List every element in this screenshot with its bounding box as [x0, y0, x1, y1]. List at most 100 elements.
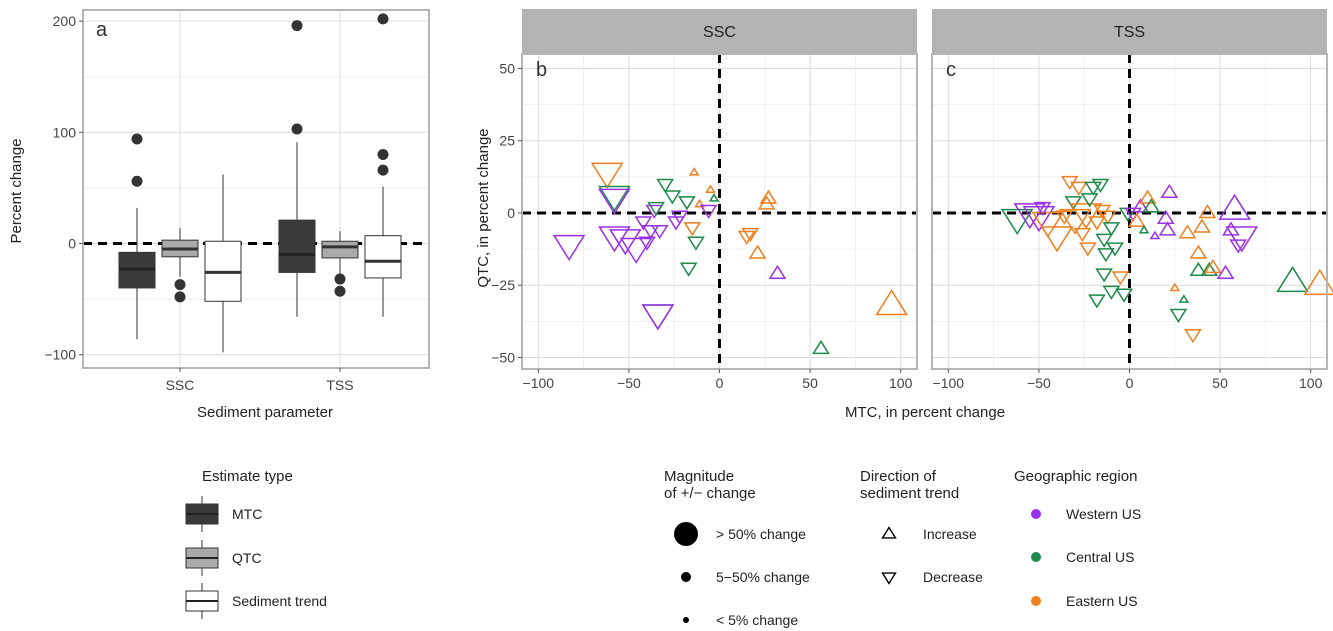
data-point-central-us — [678, 196, 696, 211]
outlier-point — [377, 164, 389, 176]
data-point-central-us — [1080, 193, 1099, 208]
y-tick-label: −25 — [491, 277, 515, 293]
data-point-western-us — [1149, 230, 1161, 240]
data-point-eastern-us — [1078, 242, 1097, 257]
data-point-central-us — [1000, 208, 1034, 236]
y-tick-label: 100 — [53, 124, 77, 140]
data-point-central-us — [1200, 261, 1219, 277]
data-point-eastern-us — [1184, 329, 1202, 344]
plot-background — [83, 10, 429, 368]
data-point-western-us — [1033, 201, 1052, 217]
x-tick-label: 100 — [1299, 375, 1323, 391]
legend-title-magnitude: Magnitude — [664, 468, 734, 485]
legend-label-estimate-type: MTC — [232, 506, 262, 522]
x-tick-label: −100 — [523, 375, 555, 391]
legend-key-region — [1031, 552, 1041, 562]
legend-title-magnitude: of +/− change — [664, 485, 756, 502]
data-point-western-us — [638, 236, 656, 251]
scatter-panel-b-ssc: SSC −100 −50 0 50 100 −50 −25 0 25 50 b — [491, 9, 918, 391]
outlier-point — [334, 273, 346, 285]
box-qtc-tss — [321, 240, 359, 259]
panel-letter: c — [946, 59, 956, 81]
data-point-central-us — [1095, 233, 1113, 248]
legend-title-direction: Direction of — [860, 468, 937, 485]
data-point-eastern-us — [741, 227, 760, 243]
data-point-eastern-us — [1073, 227, 1092, 243]
data-point-eastern-us — [688, 167, 700, 176]
data-point-central-us — [1276, 266, 1309, 293]
panel-letter: a — [96, 19, 108, 41]
x-tick-label: TSS — [326, 377, 353, 393]
data-point-western-us — [641, 304, 675, 331]
x-tick-label: −50 — [1027, 375, 1051, 391]
legend-key-magnitude — [674, 522, 698, 546]
data-point-eastern-us — [1178, 224, 1197, 239]
y-tick-label: −100 — [44, 347, 76, 363]
axis-titles: Percent change Sediment parameter QTC, i… — [8, 128, 1005, 421]
legends: Estimate type MTC QTC Sediment trend Magnitu… — [185, 468, 1141, 628]
data-point-eastern-us — [694, 198, 705, 208]
y-tick-label: 0 — [507, 205, 515, 221]
box-mtc-tss — [278, 219, 316, 273]
legend-key-direction — [881, 526, 897, 539]
data-point-western-us — [1131, 198, 1150, 213]
outlier-point — [131, 133, 143, 145]
facet-strip-title: TSS — [1114, 24, 1145, 41]
data-point-western-us — [1229, 239, 1248, 254]
legend-label-direction: Decrease — [923, 569, 983, 585]
y-tick-label: −50 — [491, 349, 515, 365]
data-point-central-us — [1106, 242, 1124, 257]
data-point-central-us — [1142, 198, 1161, 213]
data-point-eastern-us — [1069, 203, 1103, 230]
legend-label-estimate-type: Sediment trend — [232, 593, 327, 609]
data-point-central-us — [1102, 285, 1121, 300]
legend-label-magnitude: < 5% change — [716, 612, 798, 628]
outlier-point — [377, 13, 389, 25]
data-point-central-us — [1115, 288, 1133, 303]
data-point-central-us — [663, 190, 682, 205]
data-point-central-us — [1091, 178, 1110, 193]
data-point-western-us — [1158, 221, 1177, 236]
legend-label-direction: Increase — [923, 526, 977, 542]
data-point-central-us — [1084, 181, 1103, 196]
data-point-western-us — [768, 264, 787, 279]
data-point-eastern-us — [1169, 282, 1181, 292]
boxplot-x-axis-label: Sediment parameter — [197, 404, 333, 421]
legend-label-region: Eastern US — [1066, 593, 1138, 609]
data-point-central-us — [1138, 224, 1150, 234]
scatter-x-axis-label: MTC, in percent change — [845, 404, 1005, 421]
x-tick-label: 50 — [1212, 375, 1228, 391]
outlier-point — [291, 123, 303, 135]
y-tick-label: 200 — [53, 13, 77, 29]
data-point-eastern-us — [1040, 226, 1074, 253]
data-point-central-us — [687, 236, 705, 251]
outlier-point — [174, 291, 186, 303]
data-point-western-us — [1156, 209, 1175, 225]
boxplot-panel-a: −100 0 100 200 SSC TSS a — [44, 9, 430, 393]
data-point-eastern-us — [748, 244, 767, 259]
data-point-eastern-us — [1127, 212, 1146, 227]
data-point-western-us — [1218, 193, 1251, 220]
scatter-y-axis-label: QTC, in percent change — [475, 128, 492, 287]
panel-letter: b — [536, 59, 547, 81]
legend-title-region: Geographic region — [1014, 468, 1137, 485]
data-point-eastern-us — [1189, 244, 1208, 259]
data-point-central-us — [1102, 222, 1121, 237]
x-tick-label: −50 — [617, 375, 641, 391]
x-tick-label: 100 — [889, 375, 913, 391]
data-point-western-us — [650, 224, 669, 240]
legend-label-region: Western US — [1066, 506, 1141, 522]
data-point-western-us — [1225, 226, 1259, 253]
outlier-point — [291, 20, 303, 32]
data-point-eastern-us — [1111, 271, 1130, 286]
data-point-central-us — [656, 178, 674, 193]
scatter-panel-c-tss: TSS −100 −50 0 50 100 c — [931, 9, 1333, 391]
data-point-eastern-us — [590, 162, 624, 189]
x-tick-label: 50 — [802, 375, 818, 391]
data-point-eastern-us — [1031, 211, 1065, 238]
x-tick-label: 0 — [1126, 375, 1134, 391]
data-point-western-us — [699, 204, 718, 219]
data-point-eastern-us — [737, 230, 756, 245]
data-point-western-us — [608, 229, 642, 256]
boxplot-y-axis-label: Percent change — [8, 138, 25, 243]
